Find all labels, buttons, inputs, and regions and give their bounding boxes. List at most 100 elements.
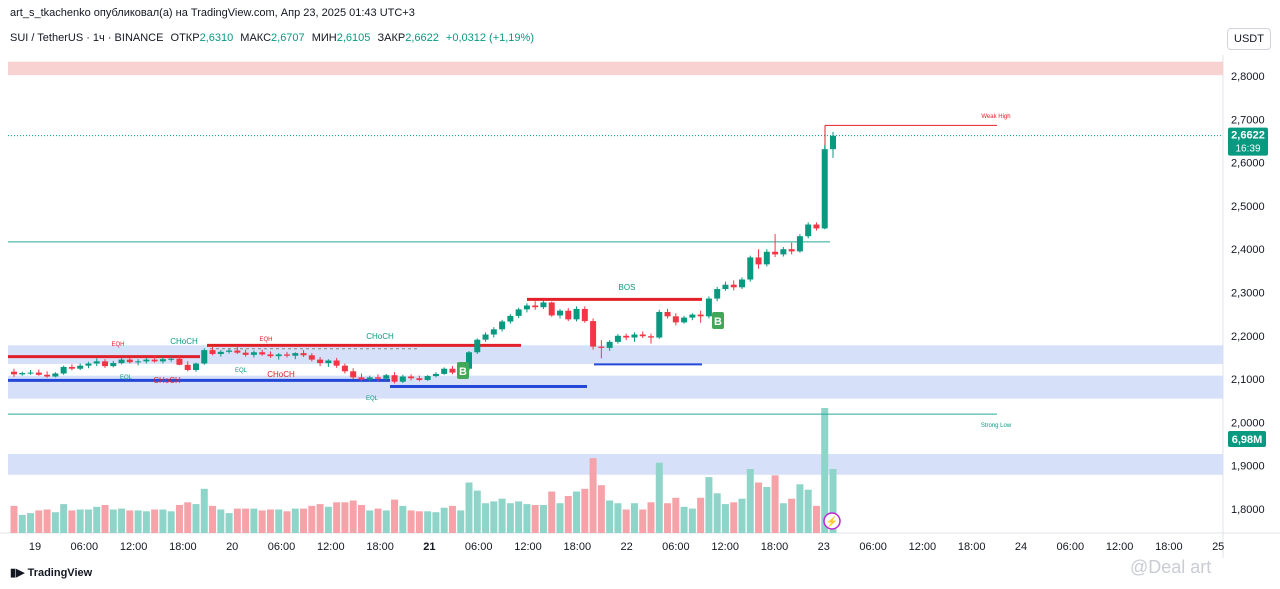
candle-body [424, 376, 431, 380]
zone-0 [8, 61, 1223, 76]
change-value: +0,0312 (+1,19%) [445, 32, 534, 44]
candle-body [780, 249, 787, 255]
candle-body [614, 335, 621, 342]
volume-bar [688, 508, 696, 533]
volume-bar [283, 511, 291, 533]
volume-bar [316, 504, 324, 533]
volume-bar [581, 488, 589, 533]
price-tick: 2,4000 [1231, 244, 1265, 256]
candle-body [623, 335, 630, 338]
candle-body [499, 321, 506, 330]
volume-bar [300, 508, 308, 533]
volume-bar [564, 496, 572, 533]
volume-bar [126, 510, 134, 533]
volume-bar [664, 503, 672, 533]
brand-name: TradingView [27, 567, 93, 579]
price-tick: 2,1000 [1231, 374, 1265, 386]
volume-bar [705, 477, 713, 533]
volume-bar [258, 510, 266, 533]
candle-body [656, 311, 663, 338]
candle-body [275, 354, 282, 357]
volume-bar [76, 509, 84, 533]
bos-label: BOS [619, 283, 636, 292]
candle-body [77, 365, 84, 369]
countdown-value: 16:39 [1235, 144, 1260, 155]
volume-bar [614, 503, 622, 533]
candle-body [722, 284, 729, 290]
time-tick: 18:00 [1155, 541, 1183, 553]
candle-body [383, 375, 390, 379]
candle-body [201, 350, 208, 364]
volume-bar [672, 497, 680, 533]
volume-bar [556, 503, 564, 533]
candle-body [259, 352, 266, 355]
eql-label-1: EQL [120, 375, 133, 381]
volume-bar [184, 502, 192, 533]
price-tick: 2,7000 [1231, 114, 1265, 126]
volume-bar [457, 510, 465, 533]
choch-label-3: CHoCH [153, 376, 181, 385]
candle-body [474, 339, 481, 353]
volume-bar [415, 511, 423, 533]
candle-body [714, 289, 721, 299]
candle-body [788, 249, 795, 252]
price-tick: 1,9000 [1231, 461, 1265, 473]
candle-body [830, 135, 836, 150]
time-tick: 22 [620, 541, 632, 553]
volume-bar [357, 505, 365, 533]
volume-bar [655, 462, 663, 533]
candle-body [565, 310, 572, 320]
candle-body [705, 298, 712, 317]
tradingview-logo: ▮▶ TradingView [10, 566, 92, 579]
buy-marker-1 [457, 362, 469, 379]
volume-bar [498, 498, 506, 533]
volume-bar [407, 510, 415, 533]
time-tick: 19 [29, 541, 41, 553]
candle-body [325, 360, 332, 364]
candle-body [672, 316, 679, 323]
candle-body [85, 363, 92, 366]
candle-body [193, 363, 199, 371]
candle-body [416, 378, 423, 380]
time-tick: 23 [818, 541, 830, 553]
time-tick: 06:00 [268, 541, 296, 553]
time-tick: 18:00 [366, 541, 394, 553]
volume-bar [424, 511, 432, 533]
volume-bar [200, 488, 208, 533]
volume-bar [175, 505, 183, 533]
volume-bar [266, 509, 274, 533]
volume-bar [531, 505, 539, 533]
volume-bar [308, 505, 316, 533]
candle-body [515, 309, 522, 316]
volume-bar [630, 503, 638, 533]
volume-bar [448, 505, 456, 533]
candle-body [805, 224, 812, 237]
currency-selector[interactable]: USDT [1227, 28, 1271, 50]
volume-bar [440, 507, 448, 533]
candle-body [19, 373, 26, 375]
volume-bar [606, 500, 614, 533]
volume-bar [366, 510, 374, 533]
candle-body [44, 374, 51, 377]
time-tick: 24 [1015, 541, 1027, 553]
candle-body [639, 334, 646, 337]
candle-body [689, 314, 696, 318]
tv-logo-icon: ▮▶ [10, 567, 25, 579]
volume-bar [192, 504, 200, 533]
volume-bar [796, 484, 804, 533]
candle-body [523, 305, 530, 310]
candle-body [52, 373, 59, 377]
volume-bar [597, 485, 605, 533]
volume-bar [43, 509, 51, 533]
volume-bar [142, 511, 150, 533]
candle-body [176, 358, 183, 365]
volume-bar [490, 501, 498, 533]
symbol-name[interactable]: SUI / TetherUS · 1ч · BINANCE [10, 32, 164, 44]
time-tick: 20 [226, 541, 238, 553]
candle-body [755, 257, 762, 265]
candle-body [226, 350, 233, 352]
volume-bar [341, 502, 349, 533]
candle-body [466, 352, 472, 369]
choch-label-4: CHoCH [267, 370, 295, 379]
